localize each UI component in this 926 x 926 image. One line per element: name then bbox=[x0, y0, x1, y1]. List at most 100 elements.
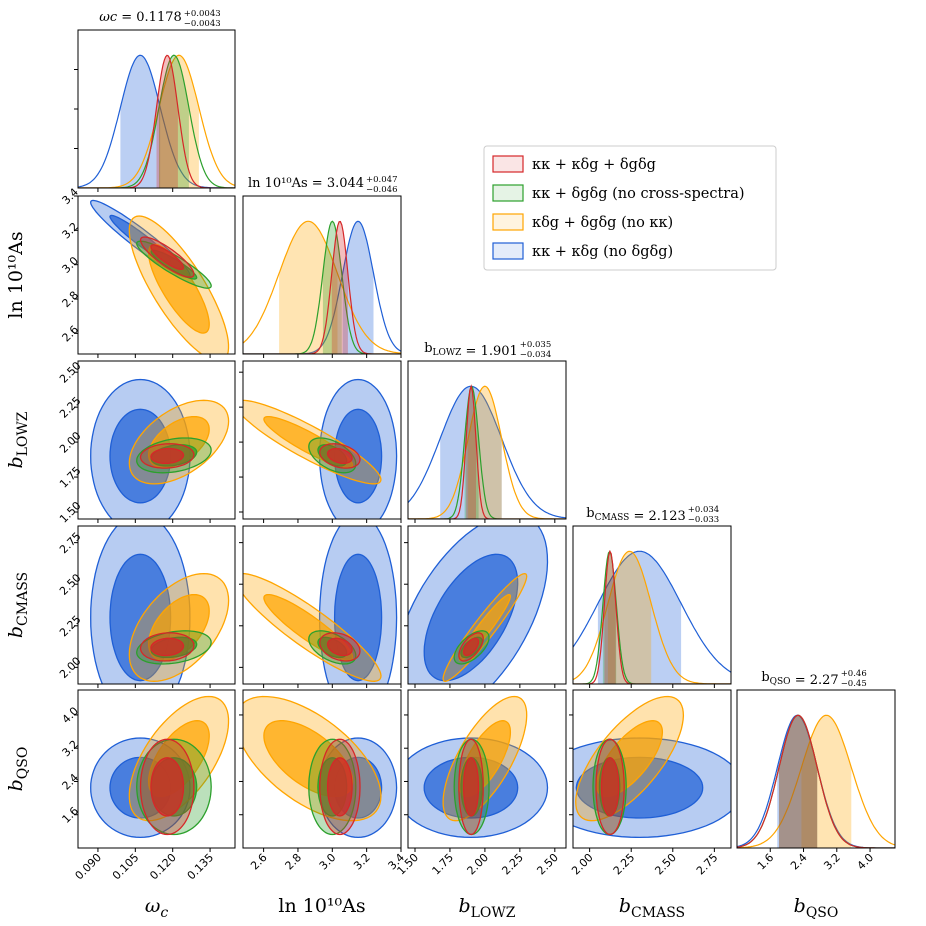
title-lower-error: −0.45 bbox=[841, 679, 867, 689]
y-tick-label-bCMASS: 2.25 bbox=[57, 613, 84, 640]
symbol-base: b bbox=[794, 895, 806, 917]
legend-swatch-1 bbox=[492, 184, 524, 202]
title-value: = 2.27 bbox=[791, 673, 839, 688]
marginal-fill-3-bCMASS bbox=[597, 551, 682, 684]
y-axis-label-bCMASS: bCMASS bbox=[5, 572, 31, 638]
symbol-base: b bbox=[458, 895, 470, 917]
symbol-base: b bbox=[5, 779, 27, 791]
title-upper-error: +0.034 bbox=[688, 505, 719, 515]
marginal-fill-0-bLOWZ bbox=[466, 386, 476, 519]
contour-68-0-lnAs-bQSO bbox=[326, 757, 353, 817]
contour-68-3-bLOWZ-bCMASS bbox=[423, 553, 519, 682]
panel-frame-bCMASS-bLOWZ bbox=[407, 525, 567, 685]
x-tick-label-bQSO: 3.2 bbox=[821, 851, 843, 873]
diag-title-text: bCMASS = 2.123 bbox=[586, 506, 685, 524]
panel-bCMASS-bLOWZ bbox=[408, 526, 549, 684]
diag-title-text: ln 10¹⁰As = 3.044 bbox=[248, 176, 364, 191]
title-lower-error: −0.0043 bbox=[184, 19, 221, 29]
contour-68-0-lnAs-bCMASS bbox=[326, 637, 353, 657]
marginal-fill-3-lnAs bbox=[342, 221, 374, 354]
legend-label-0: κκ + κδg + δgδg bbox=[532, 157, 656, 173]
symbol-subscript: QSO bbox=[15, 747, 31, 780]
title-upper-error: +0.035 bbox=[520, 340, 551, 350]
legend-swatch-2 bbox=[492, 213, 524, 231]
panel-bQSO-wc bbox=[90, 695, 230, 839]
diag-title-bLOWZ: bLOWZ = 1.901 +0.035−0.034 bbox=[424, 340, 551, 360]
marginal-line-3-lnAs bbox=[243, 220, 401, 354]
x-tick-label-wc: 0.105 bbox=[110, 851, 141, 882]
marginal-fill-0-bQSO bbox=[779, 715, 818, 848]
panel-bCMASS-lnAs bbox=[243, 526, 398, 684]
panel-frame-bLOWZ-bLOWZ bbox=[407, 360, 567, 520]
title-symbol: b bbox=[424, 341, 432, 356]
y-tick-label-bCMASS: 2.75 bbox=[57, 530, 84, 557]
marginal-fill-1-bQSO bbox=[779, 715, 818, 848]
x-tick-label-bQSO: 4.0 bbox=[855, 851, 877, 873]
title-subscript: QSO bbox=[770, 677, 791, 687]
title-subscript: LOWZ bbox=[433, 348, 462, 358]
panel-bLOWZ-wc bbox=[90, 378, 230, 519]
marginal-line-3-bLOWZ bbox=[408, 385, 566, 519]
y-tick-label-bLOWZ: 2.00 bbox=[57, 429, 84, 456]
x-tick-label-lnAs: 2.6 bbox=[248, 851, 270, 873]
legend-box bbox=[483, 145, 777, 271]
y-axis-label-bLOWZ: bLOWZ bbox=[5, 411, 31, 468]
panel-frame-lnAs-wc bbox=[77, 195, 236, 355]
x-axis-label-bLOWZ: bLOWZ bbox=[458, 895, 515, 921]
diag-title-text: ωc = 0.1178 bbox=[99, 10, 182, 25]
x-tick-label-wc: 0.135 bbox=[185, 851, 216, 882]
panel-frame-bCMASS-lnAs bbox=[242, 525, 402, 685]
x-tick-label-lnAs: 3.0 bbox=[317, 851, 339, 873]
x-tick-label-bLOWZ: 2.25 bbox=[499, 851, 526, 878]
x-axis-label-bQSO: bQSO bbox=[794, 895, 839, 921]
marginal-line-2-lnAs bbox=[243, 220, 401, 354]
marginal-line-1-bLOWZ bbox=[408, 385, 566, 519]
symbol-base: b bbox=[619, 895, 631, 917]
panel-bQSO-bQSO bbox=[737, 714, 895, 848]
symbol-base: ω bbox=[145, 895, 161, 917]
symbol-subscript: CMASS bbox=[15, 572, 31, 626]
marginal-fill-1-wc bbox=[159, 55, 189, 188]
title-lower-error: −0.034 bbox=[520, 350, 551, 360]
panel-lnAs-wc bbox=[90, 199, 230, 354]
contour-68-0-wc-lnAs bbox=[150, 244, 185, 271]
diag-title-text: bLOWZ = 1.901 bbox=[424, 341, 518, 359]
marginal-line-0-bLOWZ bbox=[408, 384, 566, 519]
x-tick-label-bQSO: 2.4 bbox=[788, 851, 810, 873]
panel-frame-bLOWZ-lnAs bbox=[242, 360, 402, 520]
x-tick-label-bLOWZ: 2.00 bbox=[465, 851, 492, 878]
x-tick-label-bLOWZ: 1.75 bbox=[430, 851, 457, 878]
contour-68-0-lnAs-bLOWZ bbox=[326, 447, 353, 465]
marginal-line-1-bCMASS bbox=[573, 550, 731, 684]
legend-swatch-3 bbox=[492, 242, 524, 260]
y-tick-label-bLOWZ: 2.25 bbox=[57, 394, 84, 421]
symbol-subscript: c bbox=[160, 905, 168, 921]
x-tick-label-bCMASS: 2.75 bbox=[694, 851, 721, 878]
panel-bLOWZ-bLOWZ bbox=[408, 384, 566, 519]
x-tick-label-lnAs: 2.8 bbox=[283, 851, 305, 873]
contour-68-0-wc-bCMASS bbox=[150, 637, 185, 657]
marginal-line-0-bCMASS bbox=[573, 549, 731, 684]
symbol-subscript: LOWZ bbox=[471, 905, 516, 921]
symbol-base: b bbox=[5, 456, 27, 468]
title-value: = 1.901 bbox=[461, 344, 517, 359]
contour-68-0-bLOWZ-bCMASS bbox=[462, 637, 480, 657]
symbol-subscript: LOWZ bbox=[15, 411, 31, 456]
title-symbol: b bbox=[761, 670, 769, 685]
panel-bLOWZ-lnAs bbox=[243, 378, 398, 519]
panel-bCMASS-wc bbox=[90, 526, 230, 684]
panel-bCMASS-bCMASS bbox=[573, 549, 731, 684]
x-tick-label-bCMASS: 2.50 bbox=[652, 851, 679, 878]
y-axis-label-bQSO: bQSO bbox=[5, 747, 31, 792]
marginal-fill-3-wc bbox=[120, 55, 161, 188]
marginal-line-1-wc bbox=[78, 54, 235, 188]
legend-label-2: κδg + δgδg (no κκ) bbox=[532, 215, 673, 231]
contour-68-0-wc-bQSO bbox=[150, 757, 185, 817]
x-tick-label-bQSO: 1.6 bbox=[755, 851, 777, 873]
x-tick-label-lnAs: 3.2 bbox=[351, 851, 373, 873]
legend-label-3: κκ + κδg (no δgδg) bbox=[532, 244, 673, 260]
panel-frame-lnAs-lnAs bbox=[242, 195, 402, 355]
marginal-line-1-lnAs bbox=[243, 220, 401, 354]
contour-68-0-bLOWZ-bQSO bbox=[462, 757, 480, 817]
title-lower-error: −0.033 bbox=[688, 515, 719, 525]
